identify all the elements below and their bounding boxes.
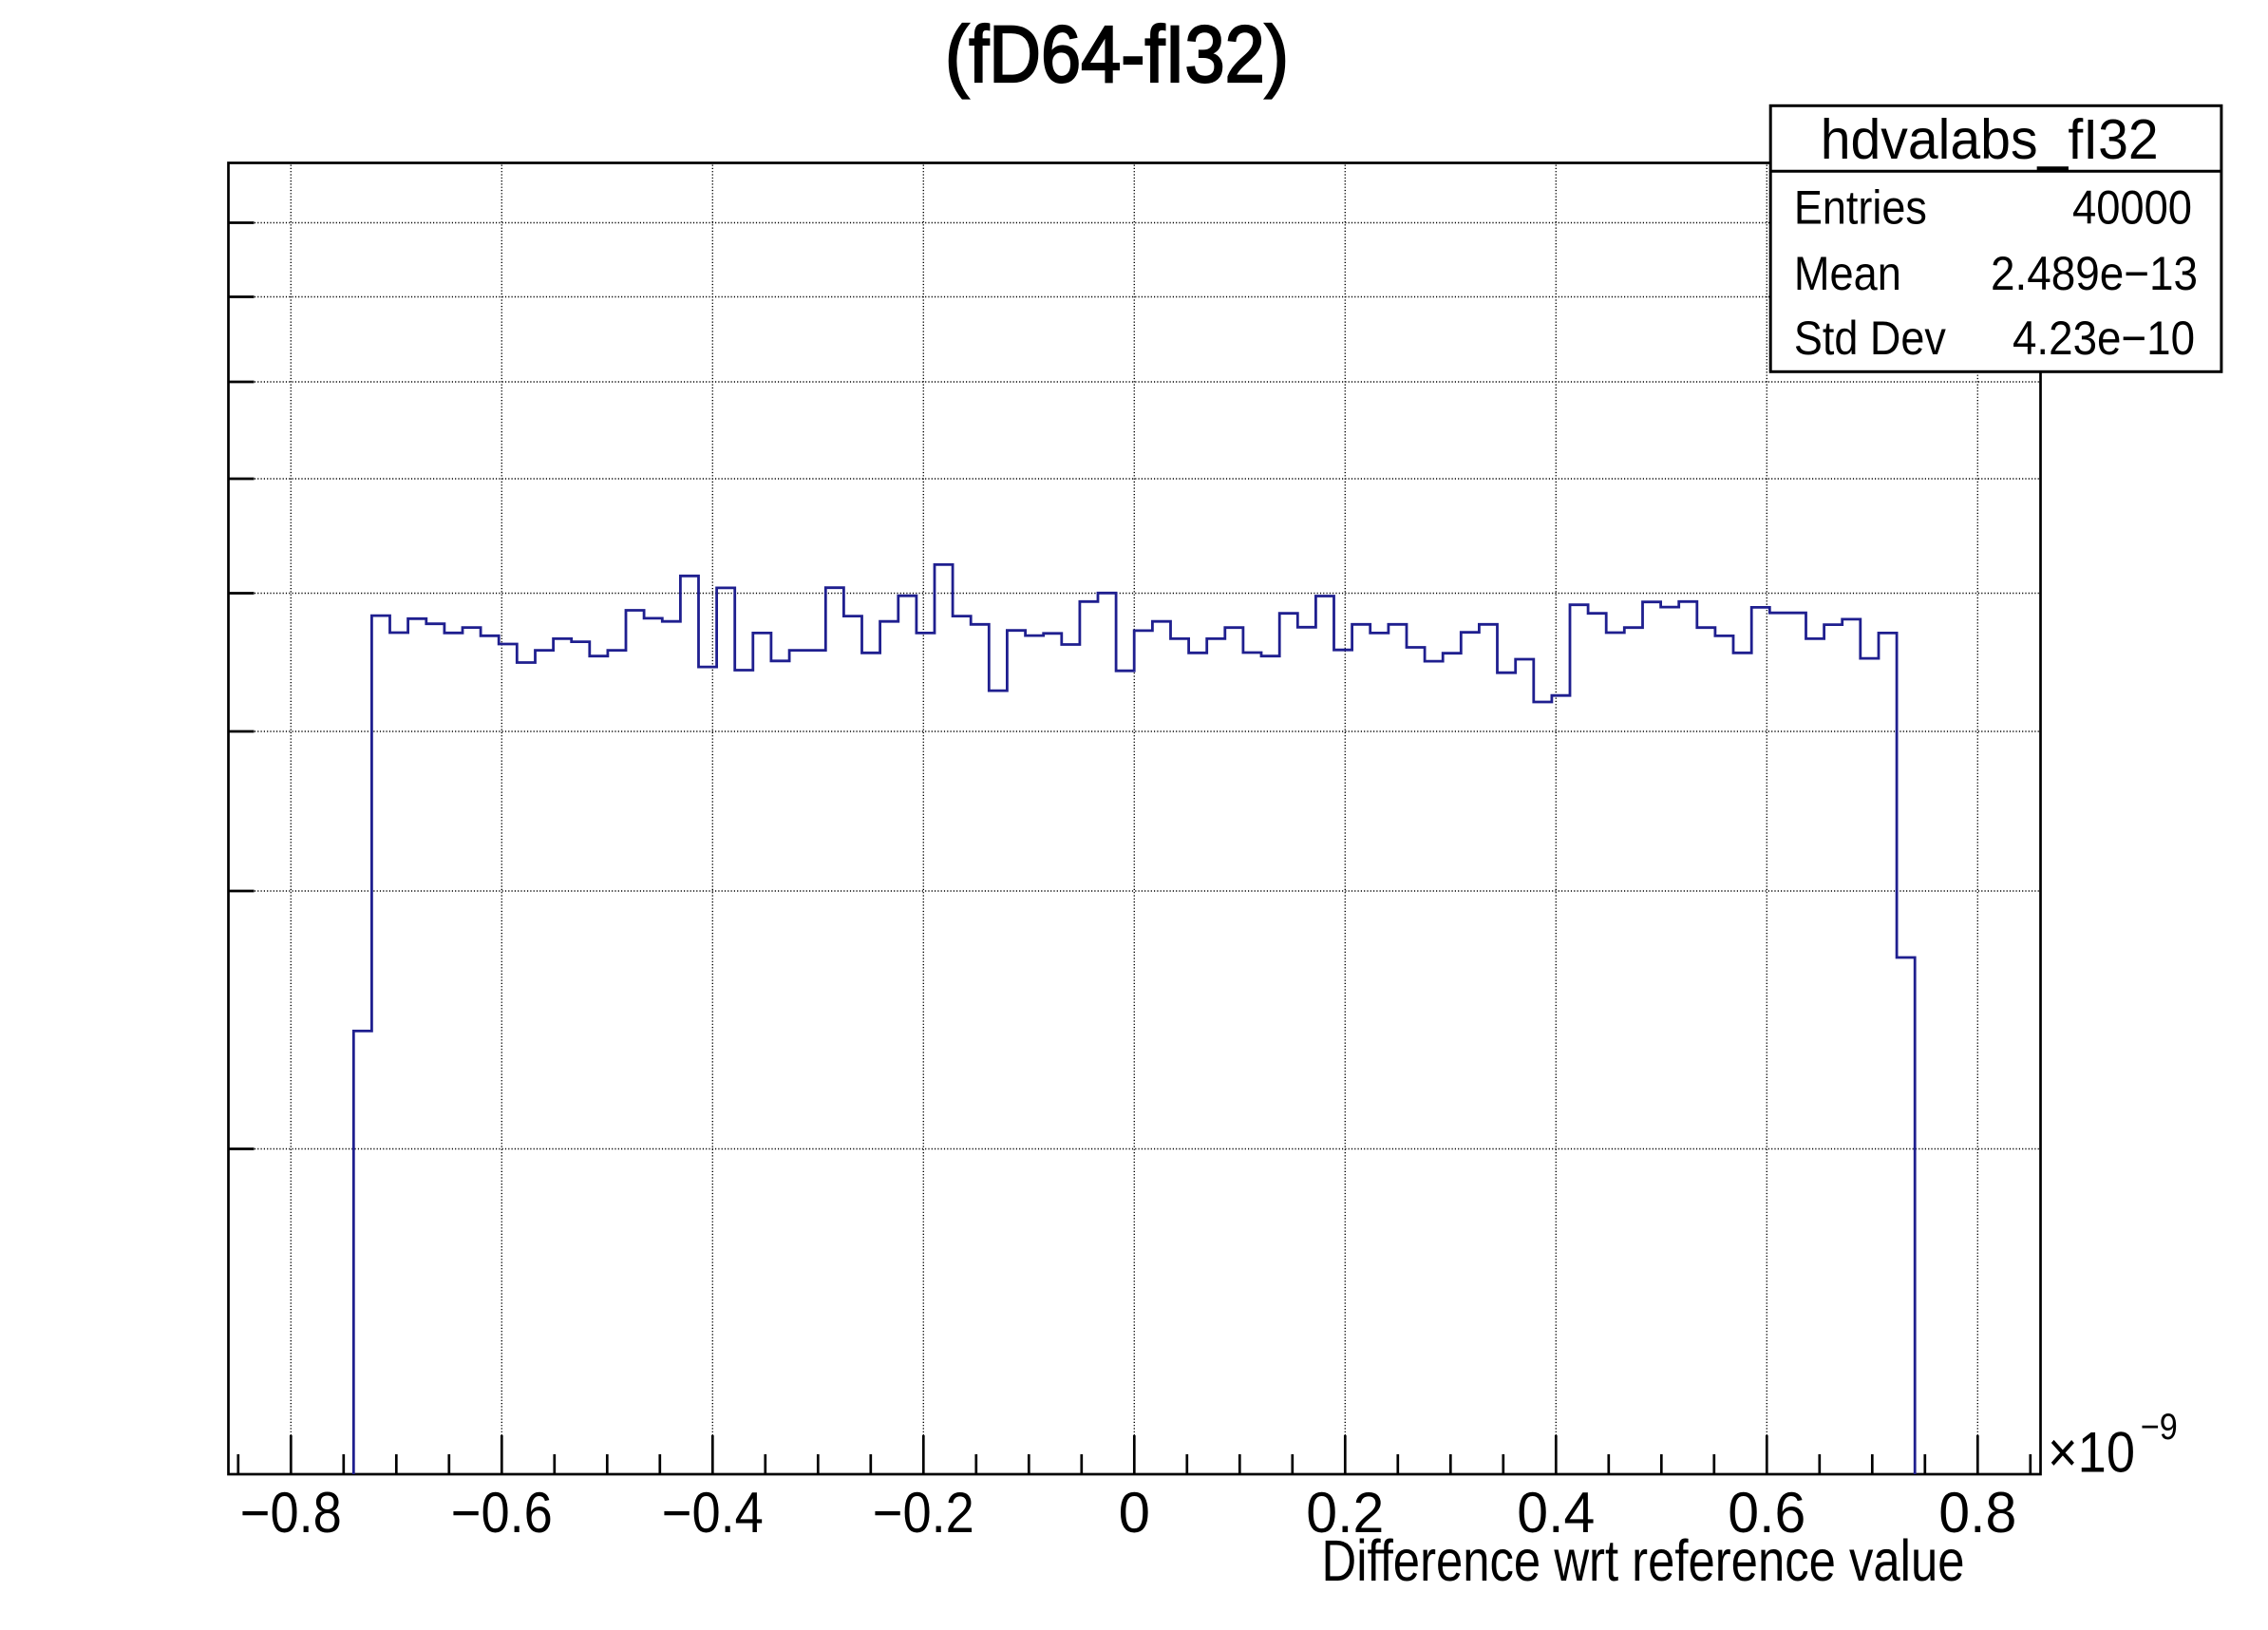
svg-text:0.4: 0.4	[1517, 1481, 1595, 1545]
svg-text:(fD64-fI32): (fD64-fI32)	[945, 9, 1289, 99]
svg-text:2.489e−13: 2.489e−13	[1991, 247, 2198, 300]
svg-text:×10: ×10	[2048, 1421, 2135, 1485]
svg-text:−0.2: −0.2	[873, 1481, 974, 1545]
svg-text:0.2: 0.2	[1306, 1481, 1384, 1545]
svg-text:0.8: 0.8	[1938, 1481, 2016, 1545]
svg-text:4.23e−10: 4.23e−10	[2013, 312, 2195, 365]
svg-text:0.6: 0.6	[1728, 1481, 1805, 1545]
svg-text:−0.6: −0.6	[451, 1481, 553, 1545]
svg-text:Mean: Mean	[1794, 247, 1901, 300]
svg-text:0: 0	[1119, 1481, 1150, 1545]
svg-text:−0.8: −0.8	[240, 1481, 342, 1545]
svg-text:Difference wrt reference value: Difference wrt reference value	[1322, 1528, 1965, 1593]
svg-text:−9: −9	[2141, 1407, 2178, 1448]
svg-text:−0.4: −0.4	[662, 1481, 764, 1545]
svg-text:40000: 40000	[2072, 180, 2192, 234]
svg-text:hdvalabs_fI32: hdvalabs_fI32	[1821, 108, 2159, 171]
svg-text:Entries: Entries	[1794, 180, 1927, 234]
svg-text:Std Dev: Std Dev	[1794, 312, 1946, 365]
